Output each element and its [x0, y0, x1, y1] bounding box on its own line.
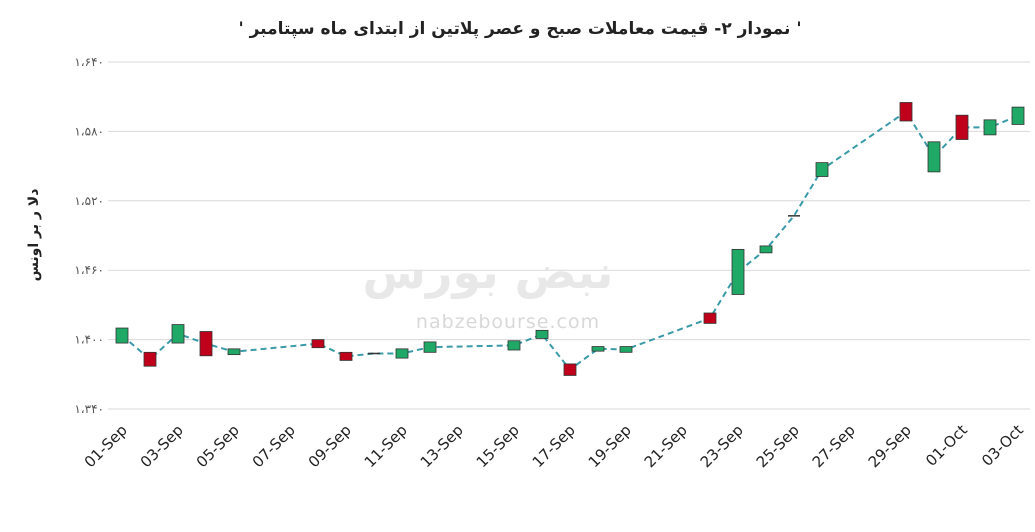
candle — [115, 327, 129, 344]
candle — [395, 348, 409, 359]
candle — [899, 102, 913, 122]
y-tick-label: ۱،۵۲۰ — [74, 194, 104, 208]
candle — [1011, 106, 1025, 125]
candle — [955, 114, 969, 140]
candle — [535, 329, 549, 339]
candle — [619, 346, 633, 353]
candle — [815, 162, 829, 177]
y-tick-label: ۱،۵۸۰ — [74, 124, 104, 138]
y-tick-label: ۱،۴۶۰ — [74, 263, 104, 277]
candle — [423, 341, 437, 353]
x-tick-label: 01-Sep — [81, 421, 131, 471]
candle — [703, 312, 717, 324]
watermark-url: nabzebourse.com — [416, 311, 600, 333]
candle — [731, 248, 745, 295]
x-tick-label: 09-Sep — [305, 421, 355, 471]
x-tick-label: 13-Sep — [417, 421, 467, 471]
candle — [311, 339, 325, 349]
x-tick-label: 27-Sep — [809, 421, 859, 471]
candle — [563, 363, 577, 376]
x-tick-label: 21-Sep — [641, 421, 691, 471]
x-tick-label: 01-Oct — [922, 421, 971, 470]
x-tick-label: 03-Oct — [978, 421, 1027, 470]
y-tick-label: ۱،۶۴۰ — [74, 55, 104, 69]
y-tick-label: ۱،۴۰۰ — [74, 333, 104, 347]
watermark: نبض بورس — [363, 245, 614, 299]
chart-title: ' نمودار ۲- قیمت معاملات صبح و عصر پلاتی… — [238, 19, 801, 39]
candle — [171, 324, 185, 344]
x-tick-label: 15-Sep — [473, 421, 523, 471]
x-tick-label: 17-Sep — [529, 421, 579, 471]
candle — [227, 348, 241, 356]
y-axis-label: دلا ر بر اونس — [26, 189, 42, 282]
candle — [591, 346, 605, 352]
x-tick-label: 29-Sep — [865, 421, 915, 471]
candle — [199, 331, 213, 357]
x-tick-label: 03-Sep — [137, 421, 187, 471]
x-tick-label: 11-Sep — [361, 421, 411, 471]
x-tick-label: 23-Sep — [697, 421, 747, 471]
candle — [759, 245, 773, 254]
x-tick-label: 05-Sep — [193, 421, 243, 471]
candle — [339, 351, 353, 361]
x-tick-label: 25-Sep — [753, 421, 803, 471]
candle — [983, 119, 997, 136]
candle — [927, 141, 941, 173]
candle — [143, 351, 157, 367]
x-tick-label: 07-Sep — [249, 421, 299, 471]
x-tick-label: 19-Sep — [585, 421, 635, 471]
candle — [507, 340, 521, 351]
y-tick-label: ۱،۳۴۰ — [74, 402, 104, 416]
